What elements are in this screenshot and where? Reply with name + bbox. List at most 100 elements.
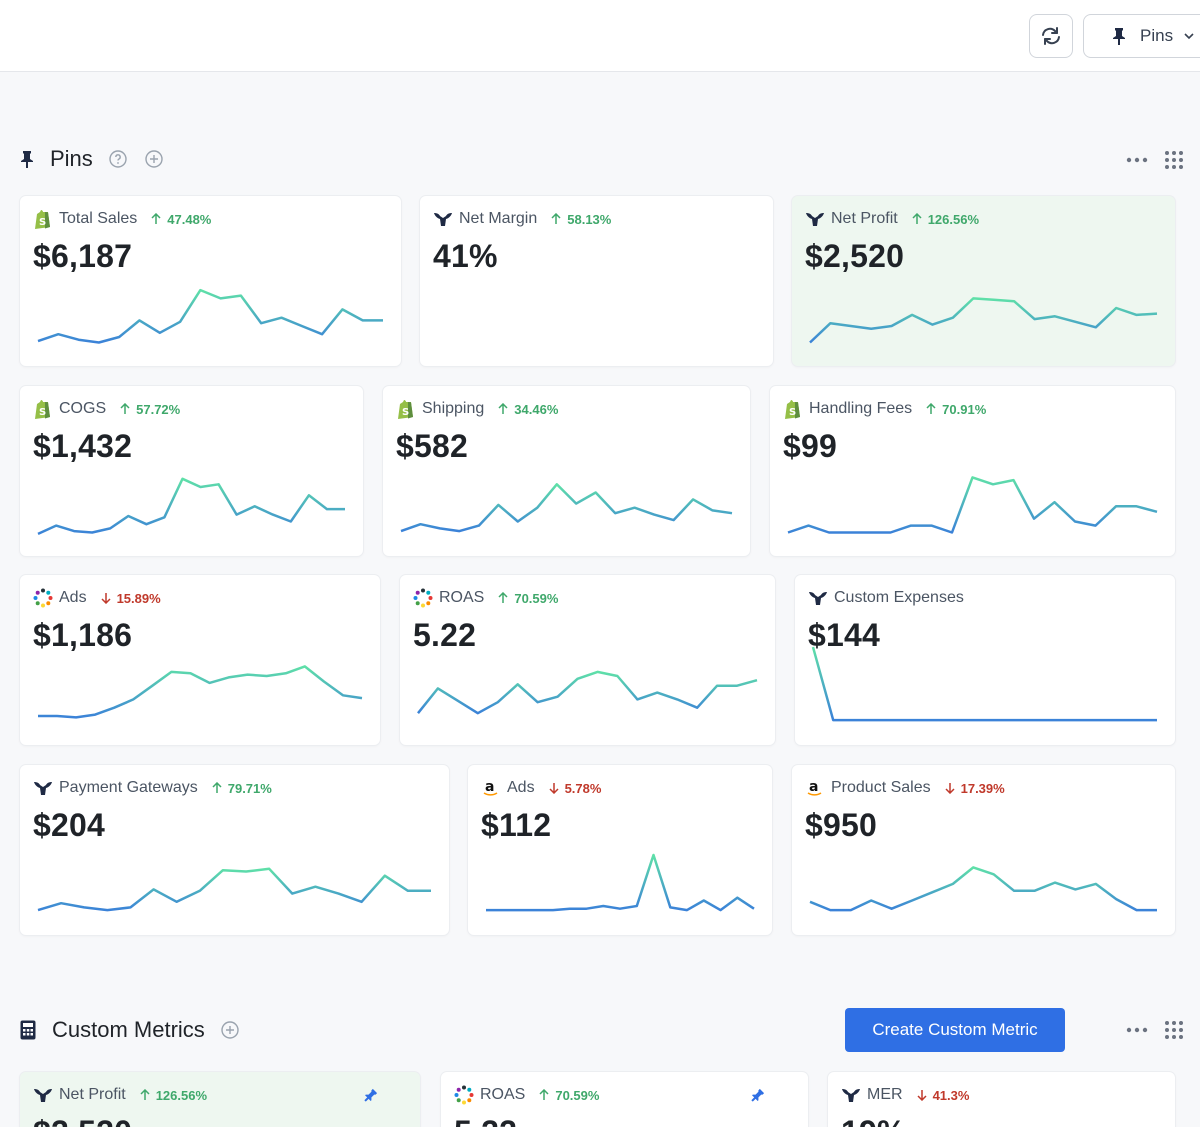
metric-card-shipping[interactable]: S Shipping 34.46% $582 <box>383 386 750 556</box>
sparkline-chart <box>486 853 755 912</box>
sparkline-series <box>400 483 733 533</box>
arrow-down-icon <box>549 783 559 794</box>
card-title: Ads <box>59 589 87 606</box>
sparkline-series <box>37 288 383 344</box>
card-value: $2,520 <box>805 238 905 274</box>
shopify-icon: S <box>396 399 416 419</box>
card-header: ROAS 70.59% <box>413 588 558 608</box>
card-value: $144 <box>808 617 880 653</box>
pins-section-header: Pins <box>20 146 163 172</box>
sparkline-series <box>809 866 1157 912</box>
card-header: S Shipping 34.46% <box>396 399 558 419</box>
sparkline-chart <box>809 297 1158 344</box>
grid-view-icon[interactable] <box>1164 150 1184 170</box>
card-title: Net Margin <box>459 210 538 227</box>
sparkline-chart <box>37 867 431 912</box>
pins-dropdown-label: Pins <box>1140 26 1174 45</box>
sparkline-chart <box>37 477 345 536</box>
svg-text:S: S <box>789 407 796 418</box>
pin-icon <box>21 151 33 168</box>
arrow-up-icon <box>912 213 922 224</box>
change-indicator: 17.39% <box>945 781 1005 796</box>
arrow-down-icon <box>945 783 955 794</box>
card-title: Net Profit <box>59 1086 126 1103</box>
sparkline-series <box>809 297 1158 344</box>
custom-card-net-profit[interactable]: Net Profit 126.56% $2,520 <box>20 1072 420 1127</box>
metric-card-product-sales[interactable]: a Product Sales 17.39% $950 <box>792 765 1175 935</box>
more-options-icon[interactable] <box>1126 157 1148 163</box>
change-value: 126.56% <box>155 1087 208 1103</box>
change-indicator: 126.56% <box>912 212 979 227</box>
card-value: $582 <box>396 428 468 464</box>
change-indicator: 126.56% <box>140 1088 207 1103</box>
dot-ring-icon <box>33 588 53 608</box>
sparkline-chart <box>400 483 733 533</box>
sparkline-series <box>37 477 345 536</box>
metric-card-ads-meta[interactable]: Ads 15.89% $1,186 <box>20 575 380 745</box>
pinned-icon[interactable] <box>749 1088 765 1109</box>
custom-card-mer[interactable]: MER 41.3% 19% <box>828 1072 1175 1127</box>
change-indicator: 57.72% <box>120 402 180 417</box>
change-value: 57.72% <box>136 401 181 417</box>
arrow-up-icon <box>212 782 222 793</box>
add-custom-metric-icon[interactable] <box>221 1021 239 1039</box>
arrow-up-icon <box>140 1089 150 1100</box>
add-pin-icon[interactable] <box>145 150 163 168</box>
metric-card-payment-gateways[interactable]: Payment Gateways 79.71% $204 <box>20 765 449 935</box>
metric-card-ads-amazon[interactable]: a Ads 5.78% $112 <box>468 765 772 935</box>
arrow-up-icon <box>498 403 508 414</box>
amazon-icon: a <box>805 778 825 798</box>
card-title: Net Profit <box>831 210 898 227</box>
change-indicator: 15.89% <box>101 591 161 606</box>
metric-card-custom-expenses[interactable]: Custom Expenses $144 <box>795 575 1175 745</box>
help-icon[interactable] <box>109 150 127 168</box>
card-header: ROAS 70.59% <box>454 1085 599 1105</box>
metric-card-net-profit[interactable]: Net Profit 126.56% $2,520 <box>792 196 1175 366</box>
metric-card-handling-fees[interactable]: S Handling Fees 70.91% $99 <box>770 386 1175 556</box>
custom-section-actions <box>1126 1020 1184 1040</box>
metric-card-total-sales[interactable]: S Total Sales 47.48% $6,187 <box>20 196 401 366</box>
card-header: S Total Sales 47.48% <box>33 209 211 229</box>
card-value: 5.22 <box>454 1114 517 1127</box>
card-value: $6,187 <box>33 238 133 274</box>
pinned-icon[interactable] <box>362 1088 378 1109</box>
card-title: COGS <box>59 400 107 417</box>
sparkline-series <box>417 670 758 715</box>
refresh-button[interactable] <box>1029 14 1073 58</box>
sparkline-chart <box>809 866 1157 912</box>
arrow-up-icon <box>926 403 936 414</box>
sparkline-series <box>811 646 1157 722</box>
card-header: Net Profit 126.56% <box>805 209 979 229</box>
sparkline-series <box>486 853 755 912</box>
change-value: 70.59% <box>514 590 559 606</box>
shopify-icon: S <box>33 399 53 419</box>
card-title: Handling Fees <box>809 400 913 417</box>
dot-ring-icon <box>454 1085 474 1105</box>
arrow-down-icon <box>101 593 111 604</box>
more-options-icon[interactable] <box>1126 1027 1148 1033</box>
custom-metrics-header: Custom Metrics <box>20 1017 239 1043</box>
custom-card-roas[interactable]: ROAS 70.59% 5.22 <box>441 1072 808 1127</box>
card-title: ROAS <box>439 589 485 606</box>
create-custom-metric-button[interactable]: Create Custom Metric <box>845 1008 1065 1052</box>
triple-whale-icon <box>433 209 453 229</box>
svg-text:a: a <box>809 779 818 795</box>
card-title: Shipping <box>422 400 485 417</box>
metric-card-net-margin[interactable]: Net Margin 58.13% 41% <box>420 196 773 366</box>
svg-text:S: S <box>39 217 46 228</box>
metric-card-roas[interactable]: ROAS 70.59% 5.22 <box>400 575 775 745</box>
card-value: 19% <box>841 1114 906 1127</box>
arrow-up-icon <box>539 1089 549 1100</box>
metric-card-cogs[interactable]: S COGS 57.72% $1,432 <box>20 386 363 556</box>
chevron-down-icon <box>1184 33 1194 40</box>
pins-section-actions <box>1126 150 1184 170</box>
arrow-up-icon <box>498 592 508 603</box>
card-value: 5.22 <box>413 617 477 653</box>
grid-view-icon[interactable] <box>1164 1020 1184 1040</box>
pins-dropdown[interactable]: Pins <box>1083 14 1200 58</box>
card-value: $1,432 <box>33 428 133 464</box>
change-indicator: 70.91% <box>926 402 986 417</box>
card-title: Payment Gateways <box>59 779 198 796</box>
arrow-up-icon <box>120 403 130 414</box>
card-header: S COGS 57.72% <box>33 399 180 419</box>
